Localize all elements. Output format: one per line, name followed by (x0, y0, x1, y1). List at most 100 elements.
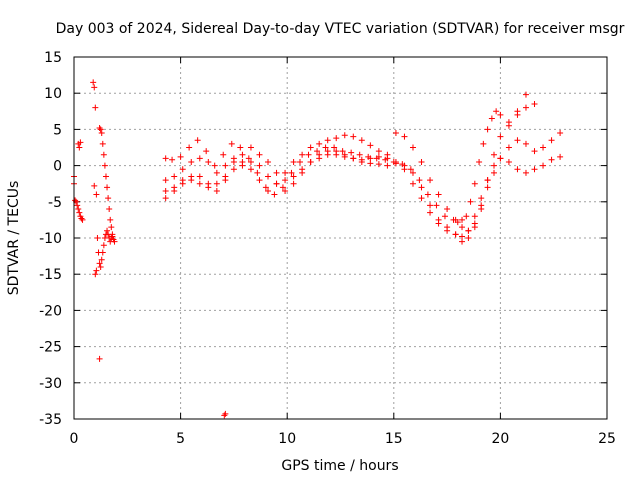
data-point (196, 155, 203, 162)
data-point (100, 242, 107, 249)
data-point (91, 182, 98, 189)
data-point (108, 224, 115, 231)
data-point (350, 155, 357, 162)
data-point (273, 180, 280, 187)
data-point (98, 130, 105, 137)
data-point (497, 133, 504, 140)
data-point (540, 144, 547, 151)
data-point (333, 151, 340, 158)
data-point (75, 206, 82, 213)
data-point (548, 156, 555, 163)
data-point (409, 144, 416, 151)
data-point (484, 126, 491, 133)
data-point (307, 158, 314, 165)
data-point (350, 133, 357, 140)
data-point (91, 84, 98, 91)
data-point (92, 104, 99, 111)
data-point (540, 162, 547, 169)
data-point (367, 160, 374, 167)
data-point (265, 158, 272, 165)
data-point (435, 220, 442, 227)
data-points (71, 79, 564, 419)
data-point (514, 166, 521, 173)
data-point (104, 184, 111, 191)
data-point (427, 177, 434, 184)
data-point (171, 173, 178, 180)
data-point (478, 206, 485, 213)
data-point (203, 148, 210, 155)
y-axis-label: SDTVAR / TECUs (6, 181, 22, 296)
data-point (72, 197, 79, 204)
data-point (221, 412, 228, 419)
data-point (247, 166, 254, 173)
data-point (256, 177, 263, 184)
data-point (162, 187, 169, 194)
data-point (491, 169, 498, 176)
data-point (213, 180, 220, 187)
data-point (247, 158, 254, 165)
data-point (247, 144, 254, 151)
data-point (522, 140, 529, 147)
data-point (179, 177, 186, 184)
x-tick-label: 15 (385, 431, 403, 447)
data-point (435, 191, 442, 198)
data-point (239, 151, 246, 158)
data-point (213, 187, 220, 194)
data-point (186, 144, 193, 151)
data-point (384, 162, 391, 169)
data-point (273, 169, 280, 176)
data-point (522, 169, 529, 176)
data-point (96, 260, 103, 267)
data-point (282, 187, 289, 194)
data-point (97, 263, 104, 270)
data-point (162, 195, 169, 202)
data-point (459, 233, 466, 240)
data-point (484, 184, 491, 191)
data-point (488, 115, 495, 122)
data-point (307, 144, 314, 151)
data-point (177, 153, 184, 160)
data-point (375, 161, 382, 168)
data-point (444, 227, 451, 234)
data-point (471, 213, 478, 220)
data-point (358, 156, 365, 163)
data-point (418, 184, 425, 191)
data-point (324, 151, 331, 158)
data-point (471, 224, 478, 231)
data-point (239, 162, 246, 169)
data-point (96, 124, 103, 131)
data-point (90, 79, 97, 86)
data-point (256, 151, 263, 158)
data-point (97, 126, 104, 133)
data-point (465, 227, 472, 234)
data-point (213, 169, 220, 176)
data-point (265, 187, 272, 194)
data-point (476, 158, 483, 165)
x-axis-label: GPS time / hours (281, 458, 398, 474)
data-point (92, 271, 99, 278)
data-point (98, 256, 105, 263)
y-tick-label: -25 (39, 340, 62, 356)
data-point (78, 215, 85, 222)
data-point (339, 148, 346, 155)
data-point (228, 140, 235, 147)
data-point (194, 137, 201, 144)
series-band-d (162, 144, 564, 240)
data-point (222, 173, 229, 180)
data-point (375, 148, 382, 155)
data-point (514, 111, 521, 118)
y-tick-label: 0 (53, 159, 62, 175)
data-point (548, 137, 555, 144)
data-point (375, 153, 382, 160)
data-point (514, 137, 521, 144)
data-point (493, 108, 500, 115)
data-point (367, 142, 374, 149)
y-tick-label: -35 (39, 412, 62, 428)
data-point (179, 166, 186, 173)
data-point (76, 144, 83, 151)
data-point (491, 151, 498, 158)
data-point (459, 216, 466, 223)
data-point (401, 133, 408, 140)
data-point (471, 180, 478, 187)
data-point (531, 101, 538, 108)
